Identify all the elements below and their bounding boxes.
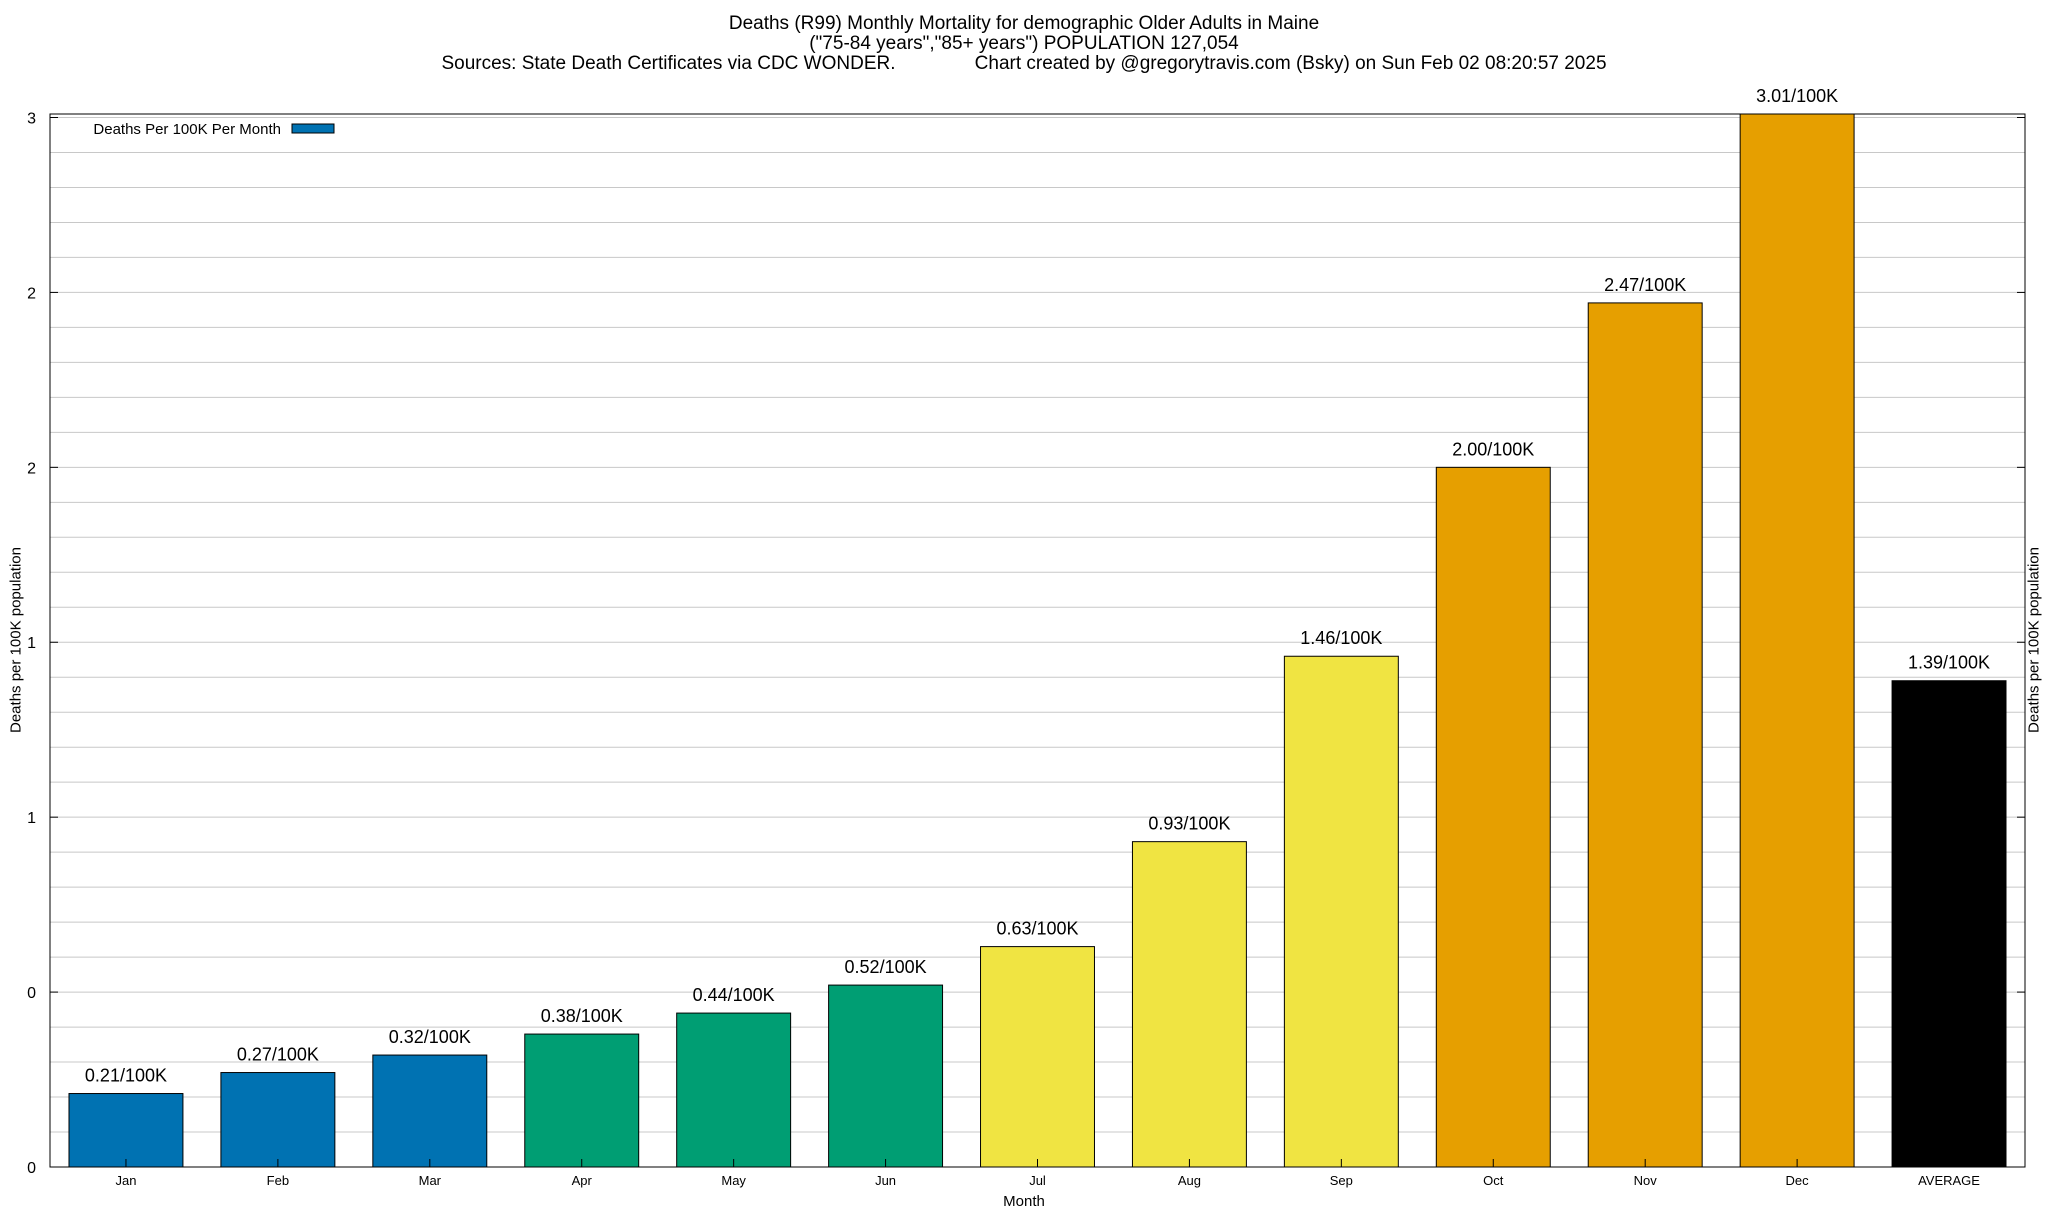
- chart-subtitle: ("75-84 years","85+ years") POPULATION 1…: [809, 33, 1239, 54]
- x-tick-label: Dec: [1786, 1173, 1810, 1188]
- value-labels: 0.21/100K 0.27/100K 0.32/100K 0.38/100K 0.44…: [85, 86, 1990, 1086]
- y-tick-label: 0: [27, 1160, 36, 1177]
- bar-jun: [828, 984, 944, 1168]
- value-label: 0.32/100K: [389, 1027, 471, 1047]
- x-axis-label: Month: [1003, 1193, 1045, 1210]
- x-tick-label: Apr: [572, 1173, 593, 1188]
- bar-feb: [220, 1072, 336, 1168]
- bar-apr: [524, 1033, 640, 1168]
- bar-aug: [1131, 841, 1247, 1168]
- y-tick-label: 1: [27, 635, 36, 652]
- y-tick-label: 0: [27, 985, 36, 1002]
- x-tick-label: Nov: [1634, 1173, 1658, 1188]
- value-label: 0.21/100K: [85, 1066, 167, 1086]
- chart-sources: Sources: State Death Certificates via CD…: [441, 53, 1607, 74]
- y-tick-label: 2: [27, 285, 36, 302]
- bar-average: [1891, 680, 2007, 1168]
- value-label: 0.44/100K: [693, 985, 775, 1005]
- x-tick-label: AVERAGE: [1918, 1173, 1980, 1188]
- value-label: 3.01/100K: [1756, 86, 1838, 106]
- x-tick-label: Jan: [115, 1173, 136, 1188]
- chart-title-block: Deaths (R99) Monthly Mortality for demog…: [0, 14, 2048, 74]
- y-tick-label: 3: [27, 110, 36, 127]
- bar-sep: [1283, 655, 1399, 1168]
- bar-dec: [1739, 113, 1855, 1168]
- x-tick-label: Sep: [1330, 1173, 1353, 1188]
- y-tick-label: 1: [27, 810, 36, 827]
- bar-mar: [372, 1054, 488, 1168]
- chart-title: Deaths (R99) Monthly Mortality for demog…: [728, 13, 1320, 34]
- x-tick-label: Feb: [267, 1173, 289, 1188]
- bar-jul: [980, 946, 1095, 1168]
- value-label: 2.47/100K: [1604, 275, 1686, 295]
- bar-jan: [68, 1093, 184, 1168]
- x-tick-label: Mar: [419, 1173, 442, 1188]
- x-tick-label: Aug: [1178, 1173, 1201, 1188]
- value-label: 2.00/100K: [1452, 439, 1534, 459]
- bar-oct: [1435, 466, 1551, 1168]
- value-label: 1.39/100K: [1908, 653, 1990, 673]
- value-label: 0.38/100K: [541, 1006, 623, 1026]
- value-label: 0.63/100K: [996, 919, 1078, 939]
- y-tick-label: 2: [27, 460, 36, 477]
- value-label: 0.93/100K: [1148, 814, 1230, 834]
- axis-ticks: 0 0 1 1 2 2 3 Jan Feb Mar Apr May Jun Jul Aug Sep Oct Nov…: [27, 110, 2025, 1188]
- x-tick-label: Oct: [1483, 1173, 1504, 1188]
- x-tick-label: Jul: [1029, 1173, 1046, 1188]
- value-label: 0.27/100K: [237, 1045, 319, 1065]
- legend-swatch: [291, 123, 335, 134]
- value-label: 0.52/100K: [845, 957, 927, 977]
- value-label: 1.46/100K: [1300, 628, 1382, 648]
- x-tick-label: Jun: [875, 1173, 896, 1188]
- bars: [68, 113, 2007, 1168]
- plot-frame: [49, 113, 2026, 1168]
- bar-nov: [1587, 302, 1703, 1168]
- x-tick-label: May: [721, 1173, 746, 1188]
- legend: Deaths Per 100K Per Month: [93, 121, 335, 138]
- bar-may: [676, 1012, 792, 1168]
- legend-label: Deaths Per 100K Per Month: [93, 121, 281, 138]
